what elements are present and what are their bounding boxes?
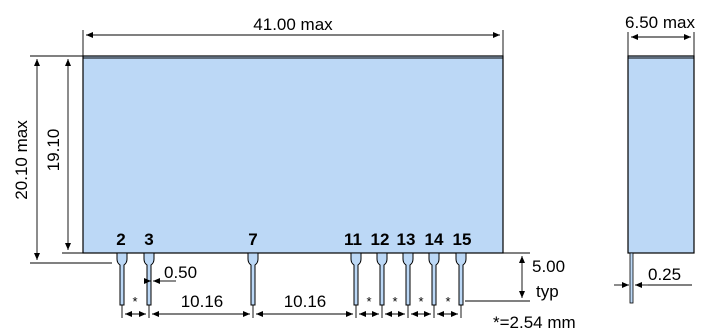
pin-number-12: 12 (371, 230, 390, 249)
module-body (82, 55, 504, 254)
height-label: 19.10 (44, 129, 63, 172)
pin-number-11: 11 (344, 230, 362, 249)
front-view: 41.00 max 20.10 max 19.10 2 (12, 15, 576, 332)
pitch-label-2: 10.16 (284, 292, 327, 311)
star-label-1: * (132, 294, 137, 309)
footnote: *=2.54 mm (493, 313, 576, 332)
side-body (627, 55, 695, 254)
pins (116, 252, 467, 306)
height-dimension: 19.10 (44, 59, 83, 254)
height-max-label: 20.10 max (12, 120, 31, 200)
pin-length-value: 5.00 (532, 257, 565, 276)
pin-11 (350, 252, 362, 306)
width-label: 41.00 max (253, 15, 333, 34)
side-view: 6.50 max 0.25 (614, 13, 695, 304)
pin-numbers: 2 3 7 11 12 13 14 15 (116, 230, 471, 249)
star-label-2: * (366, 294, 371, 309)
star-label-4: * (418, 294, 423, 309)
pin-number-7: 7 (248, 230, 257, 249)
pitch-dimensions: * 10.16 10.16 * * * * (121, 292, 462, 318)
height-max-dimension: 20.10 max (12, 55, 112, 264)
pin-length-unit: typ (536, 282, 559, 301)
side-pin (629, 252, 634, 304)
width-dimension: 41.00 max (82, 15, 504, 56)
pin-12 (376, 252, 388, 306)
pin-7 (247, 252, 259, 306)
pin-15 (455, 252, 467, 306)
pin-3 (143, 252, 155, 306)
pin-length-dimension: 5.00 typ (465, 252, 565, 302)
pin-thickness-dimension: 0.25 (614, 265, 692, 288)
pin-thickness-label: 0.25 (648, 265, 681, 284)
pin-number-13: 13 (397, 230, 416, 249)
pitch-label-1: 10.16 (181, 292, 224, 311)
pin-2 (116, 252, 128, 306)
star-label-5: * (445, 294, 450, 309)
pin-width-label: 0.50 (164, 263, 197, 282)
pin-width-dimension: 0.50 (144, 263, 197, 284)
star-label-3: * (392, 294, 397, 309)
pin-13 (402, 252, 414, 306)
pin-number-3: 3 (144, 230, 153, 249)
pin-number-14: 14 (425, 230, 444, 249)
pin-number-15: 15 (453, 230, 472, 249)
depth-label: 6.50 max (625, 13, 695, 32)
pin-number-2: 2 (116, 230, 125, 249)
pin-14 (428, 252, 440, 306)
depth-dimension: 6.50 max (625, 13, 695, 56)
